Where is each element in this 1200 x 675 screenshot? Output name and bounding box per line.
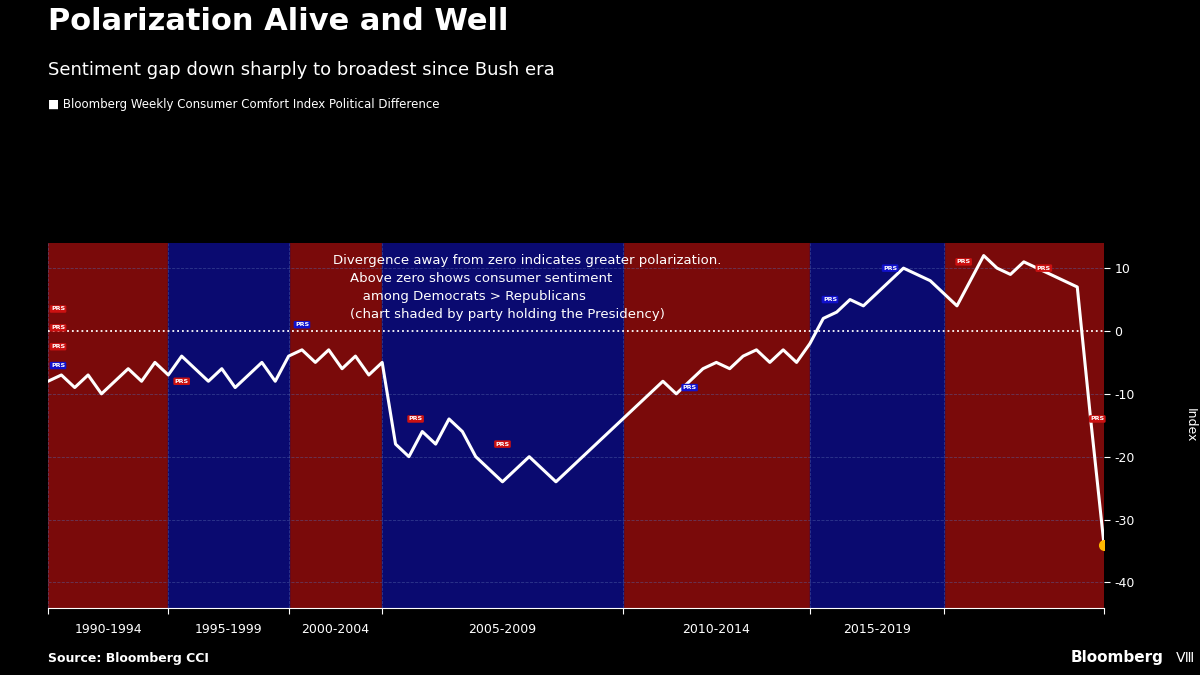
Text: PRS: PRS [956, 259, 971, 265]
Text: PRS: PRS [496, 441, 510, 447]
Text: ■ Bloomberg Weekly Consumer Comfort Index Political Difference: ■ Bloomberg Weekly Consumer Comfort Inde… [48, 98, 439, 111]
Text: Divergence away from zero indicates greater polarization.
    Above zero shows c: Divergence away from zero indicates grea… [334, 254, 721, 321]
Bar [810, 243, 943, 608]
Text: PRS: PRS [295, 322, 310, 327]
Text: PRS: PRS [50, 325, 65, 330]
Text: PRS: PRS [50, 306, 65, 311]
Text: PRS: PRS [50, 344, 65, 349]
Text: 2000-2004: 2000-2004 [301, 623, 370, 637]
Bar [623, 243, 810, 608]
Bar [168, 243, 289, 608]
Text: PRS: PRS [175, 379, 188, 384]
Text: 1995-1999: 1995-1999 [194, 623, 263, 637]
Bar [943, 243, 1104, 608]
Text: PRS: PRS [823, 297, 838, 302]
Text: PRS: PRS [1091, 416, 1104, 421]
Text: PRS: PRS [683, 385, 697, 390]
Text: Bloomberg: Bloomberg [1072, 650, 1164, 665]
Text: PRS: PRS [883, 266, 898, 271]
Text: Sentiment gap down sharply to broadest since Bush era: Sentiment gap down sharply to broadest s… [48, 61, 554, 79]
Bar [382, 243, 623, 608]
Text: PRS: PRS [1037, 266, 1051, 271]
Text: 1990-1994: 1990-1994 [74, 623, 142, 637]
Text: PRS: PRS [50, 363, 65, 368]
Text: Source: Bloomberg CCI: Source: Bloomberg CCI [48, 652, 209, 665]
Bar [289, 243, 382, 608]
Text: Polarization Alive and Well: Polarization Alive and Well [48, 7, 509, 36]
Bar [48, 243, 168, 608]
Text: Ⅷ: Ⅷ [1176, 651, 1194, 665]
Text: PRS: PRS [408, 416, 422, 421]
Y-axis label: Polarization
Index: Polarization Index [1183, 389, 1200, 462]
Text: 2010-2014: 2010-2014 [683, 623, 750, 637]
Text: 2005-2009: 2005-2009 [468, 623, 536, 637]
Text: 2015-2019: 2015-2019 [842, 623, 911, 637]
